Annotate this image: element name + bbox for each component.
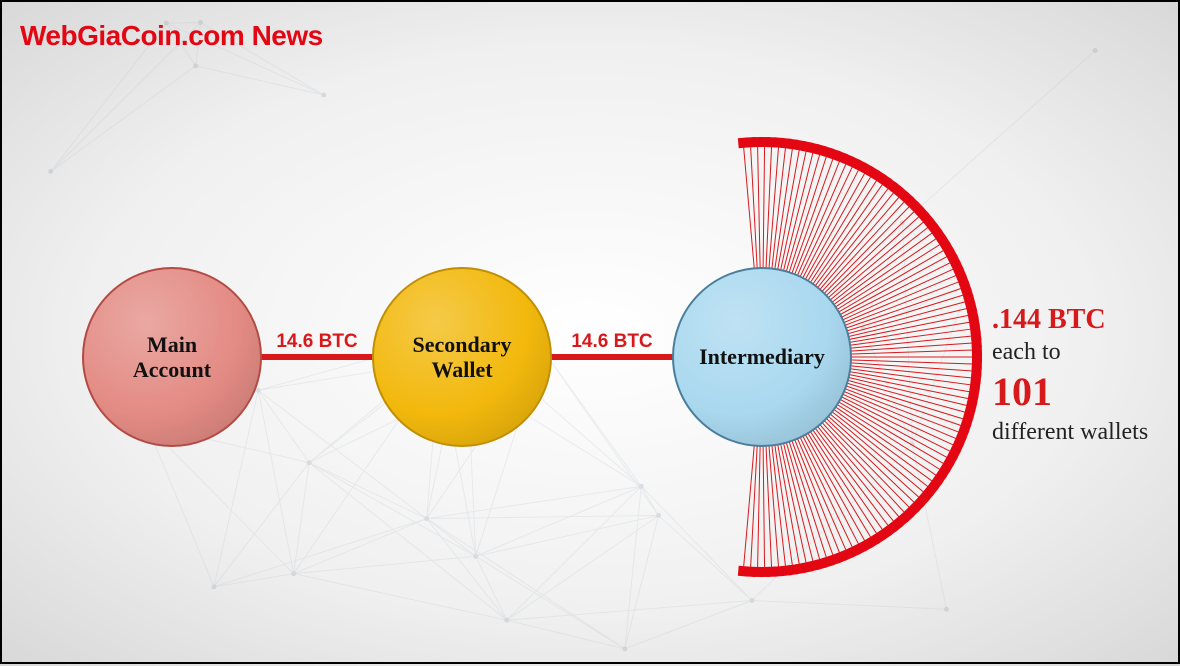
node-label: MainAccount [127,332,217,383]
fan-summary-text: .144 BTC each to 101 different wallets [992,302,1148,447]
fan-line4: different wallets [992,417,1148,447]
edge-label: 14.6 BTC [276,331,357,353]
node-label: SecondaryWallet [407,332,518,383]
node-main: MainAccount [82,267,262,447]
node-intermediary: Intermediary [672,267,852,447]
fan-line2: each to [992,337,1148,367]
edge-label: 14.6 BTC [571,331,652,353]
watermark-text: WebGiaCoin.com News [20,20,323,52]
fan-count: 101 [992,367,1148,417]
node-label: Intermediary [693,344,831,369]
fan-amount: .144 BTC [992,304,1106,335]
node-secondary: SecondaryWallet [372,267,552,447]
